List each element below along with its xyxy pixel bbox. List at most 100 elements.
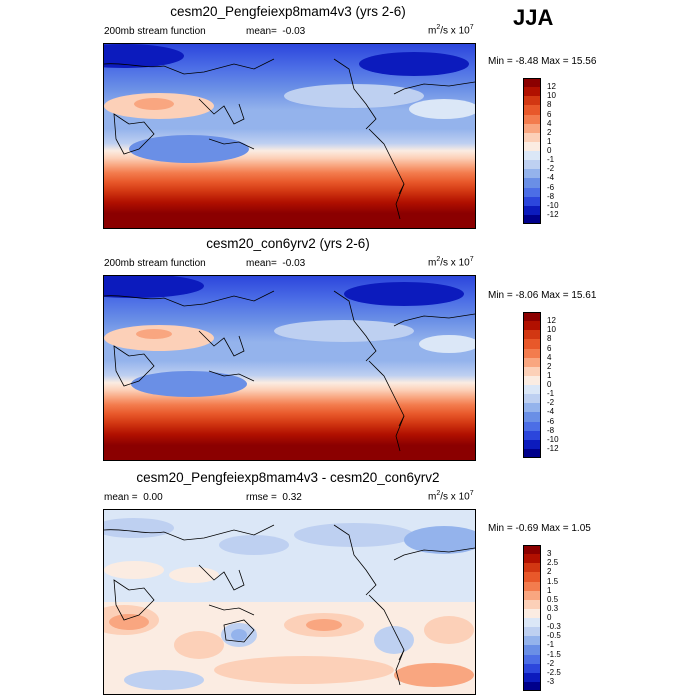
panel-1-colorbar-cell <box>523 178 541 190</box>
panel-3-colorbar-label: 2 <box>547 567 552 577</box>
panel-2-variable-label: 200mb stream function <box>104 258 206 269</box>
panel-2-colorbar-label: -10 <box>547 434 559 444</box>
panel-3-title: cesm20_Pengfeiexp8mam4v3 - cesm20_con6yr… <box>136 470 440 485</box>
panel-2-colorbar-label: 2 <box>547 361 552 371</box>
panel-2-colorbar-cell <box>523 357 541 369</box>
panel-2-coastlines <box>104 290 475 452</box>
panel-3-colorbar-cell <box>523 645 541 657</box>
panel-3-colorbar-cell <box>523 627 541 639</box>
panel-1-mean-value: -0.03 <box>282 26 306 37</box>
panel-3-colorbar-label: 0.5 <box>547 594 559 604</box>
panel-3-colorbar-cell <box>523 618 541 629</box>
panel-2-colorbar-cell <box>523 375 541 387</box>
panel-3-colorbar-cell <box>523 581 541 593</box>
panel-1-colorbar-frame <box>523 78 541 224</box>
panel-2-colorbar-cell <box>523 348 541 360</box>
panel-1-colorbar-cell <box>523 78 541 89</box>
panel-3-colorbar-label: -1 <box>547 640 555 650</box>
panel-3-colorbar-label: -0.5 <box>547 631 561 641</box>
panel-1-colorbar-cell <box>523 205 541 217</box>
panel-3-colorbar-cell <box>523 599 541 611</box>
panel-1-colorbar-cell <box>523 196 541 208</box>
panel-2-colorbar-cell <box>523 394 541 406</box>
panel-1-colorbar-label: -12 <box>547 209 559 219</box>
panel-3-colorbar-cell <box>523 636 541 648</box>
panel-3-colorbar-label: 1.5 <box>547 576 559 586</box>
panel-2-colorbar-label: 1 <box>547 370 552 380</box>
panel-1-min-max: Min = -8.48 Max = 15.56 <box>488 56 597 67</box>
panel-2-colorbar-cell <box>523 439 541 451</box>
panel-2-colorbar-label: -6 <box>547 416 555 426</box>
panel-2-mean-value: -0.03 <box>282 258 306 269</box>
season-label: JJA <box>513 5 554 30</box>
panel-1-title: cesm20_Pengfeiexp8mam4v3 (yrs 2-6) <box>170 4 406 19</box>
panel-2-colorbar-label: -8 <box>547 425 555 435</box>
panel-3-rmse-value: 0.32 <box>282 492 302 503</box>
panel-3-coastlines <box>104 524 475 686</box>
panel-1-colorbar-cell <box>523 141 541 153</box>
panel-3-map-svg <box>104 510 475 694</box>
panel-2-min-max: Min = -8.06 Max = 15.61 <box>488 290 597 301</box>
panel-2-colorbar-label: 8 <box>547 334 552 344</box>
panel-1-coastlines <box>104 58 475 220</box>
panel-3-colorbar-cell <box>523 572 541 584</box>
panel-1-colorbar-label: 1 <box>547 136 552 146</box>
panel-1-colorbar-cell <box>523 132 541 144</box>
panel-2-title: cesm20_con6yrv2 (yrs 2-6) <box>206 236 370 251</box>
panel-3-colorbar-cell <box>523 681 541 691</box>
panel-3-colorbar-cell <box>523 663 541 675</box>
panel-1-colorbar-label: -2 <box>547 164 555 174</box>
panel-3-colorbar-label: 2.5 <box>547 558 559 568</box>
panel-1-colorbar: 12 10 8 6 4 2 1 0 -1 -2 -4 -6 -8 -10 -12 <box>523 78 559 224</box>
panel-3-colorbar-label: -2.5 <box>547 667 561 677</box>
panel-1-colorbar-cell <box>523 187 541 199</box>
panel-1-colorbar-label: 8 <box>547 100 552 110</box>
panel-3-units: m2/s x 107 <box>428 490 474 503</box>
panel-1-colorbar-cell <box>523 214 541 224</box>
panel-2-colorbar-cell <box>523 430 541 442</box>
panel-2-colorbar-label: -12 <box>547 443 559 453</box>
panel-2-colorbar-cell <box>523 330 541 342</box>
panel-3-rmse-stat: rmse = 0.32 <box>246 492 302 503</box>
panel-1-map <box>103 43 476 229</box>
panel-2-colorbar-cell <box>523 412 541 424</box>
panel-2-colorbar-cell <box>523 366 541 378</box>
panel-2-colorbar-cell <box>523 403 541 415</box>
panel-3-colorbar-cell <box>523 545 541 556</box>
panel-3-colorbar-cell <box>523 590 541 602</box>
panel-1-colorbar-label: 12 <box>547 82 556 92</box>
panel-3-colorbar-label: 3 <box>547 549 552 559</box>
panel-2-units: m2/s x 107 <box>428 256 474 269</box>
panel-1-colorbar-label: 4 <box>547 118 552 128</box>
panel-1-colorbar-label: 6 <box>547 109 552 119</box>
panel-1-colorbar-cell <box>523 114 541 126</box>
panel-1-colorbar-cell <box>523 96 541 108</box>
panel-1-colorbar-cell <box>523 160 541 172</box>
panel-1-colorbar-label: -1 <box>547 155 555 165</box>
panel-3-min-max: Min = -0.69 Max = 1.05 <box>488 523 591 534</box>
panel-1-colorbar-label: 0 <box>547 146 552 155</box>
panel-3-rmse-label: rmse = <box>246 492 277 503</box>
panel-2-colorbar-cell <box>523 321 541 333</box>
panel-3-colorbar-label: -0.3 <box>547 622 561 632</box>
panel-3-colorbar-label: 1 <box>547 585 552 595</box>
panel-1-colorbar-label: -8 <box>547 191 555 201</box>
panel-3-colorbar-cell <box>523 563 541 575</box>
panel-2-colorbar-label: 4 <box>547 352 552 362</box>
panel-1-colorbar-cell <box>523 151 541 162</box>
panel-2-colorbar-cell <box>523 312 541 323</box>
panel-3-colorbar-label: 0 <box>547 613 552 622</box>
panel-3-colorbar-label: 0.3 <box>547 603 559 613</box>
panel-3-colorbar-frame <box>523 545 541 691</box>
panel-3-colorbar-label: -1.5 <box>547 649 561 659</box>
panel-3-colorbar-cell <box>523 554 541 566</box>
panel-2-colorbar-label: 12 <box>547 316 556 326</box>
panel-2-colorbar-label: 6 <box>547 343 552 353</box>
panel-2-mean-label: mean= <box>246 258 277 269</box>
panel-1-variable-label: 200mb stream function <box>104 26 206 37</box>
panel-3-mean-stat: mean = 0.00 <box>104 492 163 503</box>
panel-3-colorbar-label: -2 <box>547 658 555 668</box>
panel-2-colorbar-cell <box>523 448 541 458</box>
panel-2-colorbar-cell <box>523 339 541 351</box>
panel-1-mean-stat: mean= -0.03 <box>246 26 305 37</box>
